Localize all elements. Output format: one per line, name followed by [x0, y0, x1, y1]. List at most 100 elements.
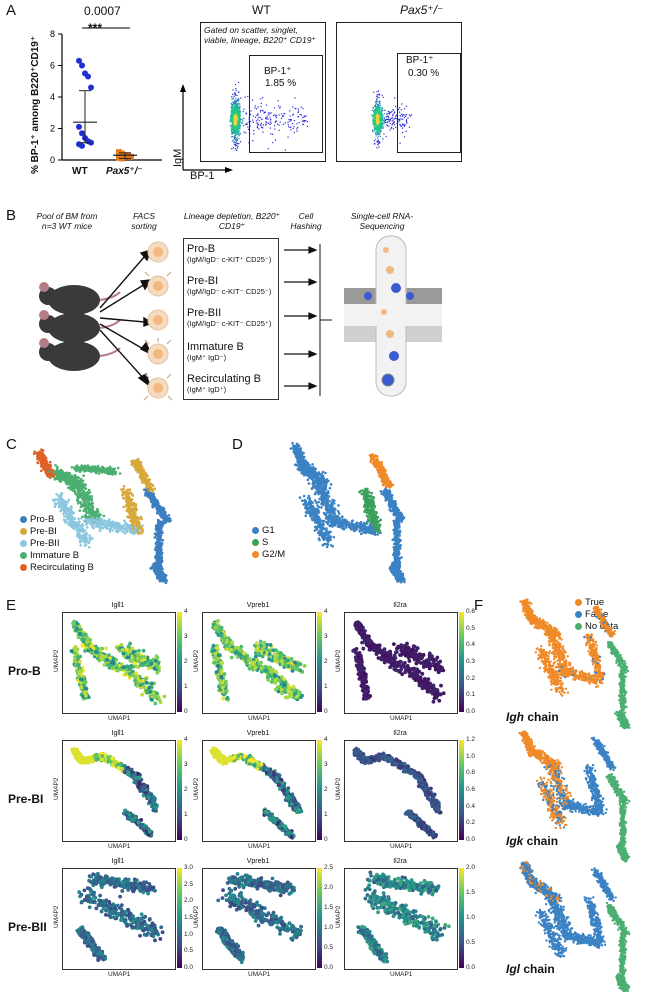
flow-event [406, 122, 408, 124]
flow-event [379, 133, 381, 136]
flow-event [233, 116, 236, 118]
flow-event [377, 133, 379, 136]
flow-event [265, 104, 268, 106]
flow-event [375, 111, 377, 113]
flow-event [240, 97, 242, 99]
flow-event [239, 124, 241, 126]
umap-cell [85, 526, 89, 529]
flow-event [273, 125, 276, 127]
flow-event [379, 100, 381, 102]
umap-cell [76, 502, 80, 505]
flow-event [374, 105, 376, 107]
flow-event [236, 139, 238, 141]
flow-event [232, 130, 234, 132]
umap-cell [53, 505, 57, 509]
flow-event [237, 132, 239, 134]
umap-cell [69, 488, 73, 491]
flow-event [377, 111, 379, 113]
flow-event [375, 115, 378, 118]
flow-event [377, 141, 379, 143]
flow-event [234, 133, 236, 135]
umap-cell [79, 501, 82, 504]
flow-event [373, 122, 375, 125]
flow-event [236, 109, 239, 112]
flow-event [270, 133, 272, 135]
flow-event [374, 128, 376, 130]
umap-cell [152, 492, 156, 496]
flow-event [232, 98, 234, 100]
flow-event [381, 107, 383, 110]
flow-event [378, 107, 380, 109]
umap-cell [69, 520, 72, 523]
flow-event [246, 122, 248, 124]
flow-event [268, 114, 270, 116]
umap-cell [55, 492, 58, 496]
umap-cell [77, 517, 80, 521]
flow-event [389, 118, 392, 120]
umap-cell [112, 471, 116, 474]
umap-cell [158, 519, 161, 523]
flow-event [398, 121, 400, 123]
umap-cell [69, 505, 73, 508]
flow-event [384, 117, 386, 119]
flow-event [267, 148, 269, 150]
umap-cell [123, 532, 127, 535]
gate-label-wt: BP-1⁺ [264, 66, 292, 77]
flow-event [297, 116, 299, 118]
flow-event [232, 127, 234, 129]
flow-event [279, 121, 281, 123]
flow-event [387, 121, 389, 123]
flow-event [232, 111, 234, 113]
flow-event [375, 135, 377, 137]
flow-event [389, 112, 391, 114]
umap-cells [32, 448, 172, 585]
flow-axes-arrows [180, 84, 233, 173]
flow-event [373, 110, 375, 112]
flow-event [289, 118, 291, 121]
umap-cell [55, 467, 59, 471]
population-immature-b: Immature B (IgM⁺ IgD⁻) [187, 341, 244, 362]
flow-event [231, 118, 233, 120]
flow-event [390, 117, 392, 119]
umap-cell [83, 537, 86, 541]
flow-event [391, 110, 393, 113]
flow-event [232, 113, 234, 115]
flow-event [233, 115, 236, 117]
flow-event [378, 112, 380, 115]
flow-event [232, 114, 234, 117]
flow-event [232, 128, 234, 130]
flow-event [378, 125, 380, 127]
umap-cell [67, 508, 71, 512]
flow-event [237, 128, 239, 130]
flow-event [383, 133, 385, 135]
flow-event [379, 123, 381, 125]
umap-cell [103, 519, 106, 523]
umap-cell [121, 494, 124, 497]
flow-event [262, 124, 265, 126]
panel-letter-c: C [6, 436, 17, 453]
flow-event [234, 92, 236, 95]
umap-cell [87, 546, 91, 549]
flow-event [238, 142, 240, 145]
umap-cell [92, 519, 96, 523]
flow-event [245, 113, 247, 115]
flow-event [236, 103, 239, 105]
umap-cell [55, 472, 58, 476]
flow-event [388, 111, 390, 113]
umap-cell [102, 514, 106, 518]
flow-event [378, 112, 380, 114]
flow-event [238, 91, 240, 93]
umap-cell [149, 497, 152, 500]
flow-event [239, 109, 241, 111]
flow-event [379, 117, 381, 120]
flow-event [377, 124, 379, 127]
flow-event [234, 123, 236, 125]
flow-event [377, 127, 380, 129]
flow-event [373, 143, 375, 145]
flow-event [393, 118, 395, 120]
flow-event [380, 130, 382, 132]
flow-event [233, 102, 235, 104]
flow-event [394, 124, 396, 126]
flow-event [261, 118, 263, 121]
umap-cell [67, 511, 71, 515]
